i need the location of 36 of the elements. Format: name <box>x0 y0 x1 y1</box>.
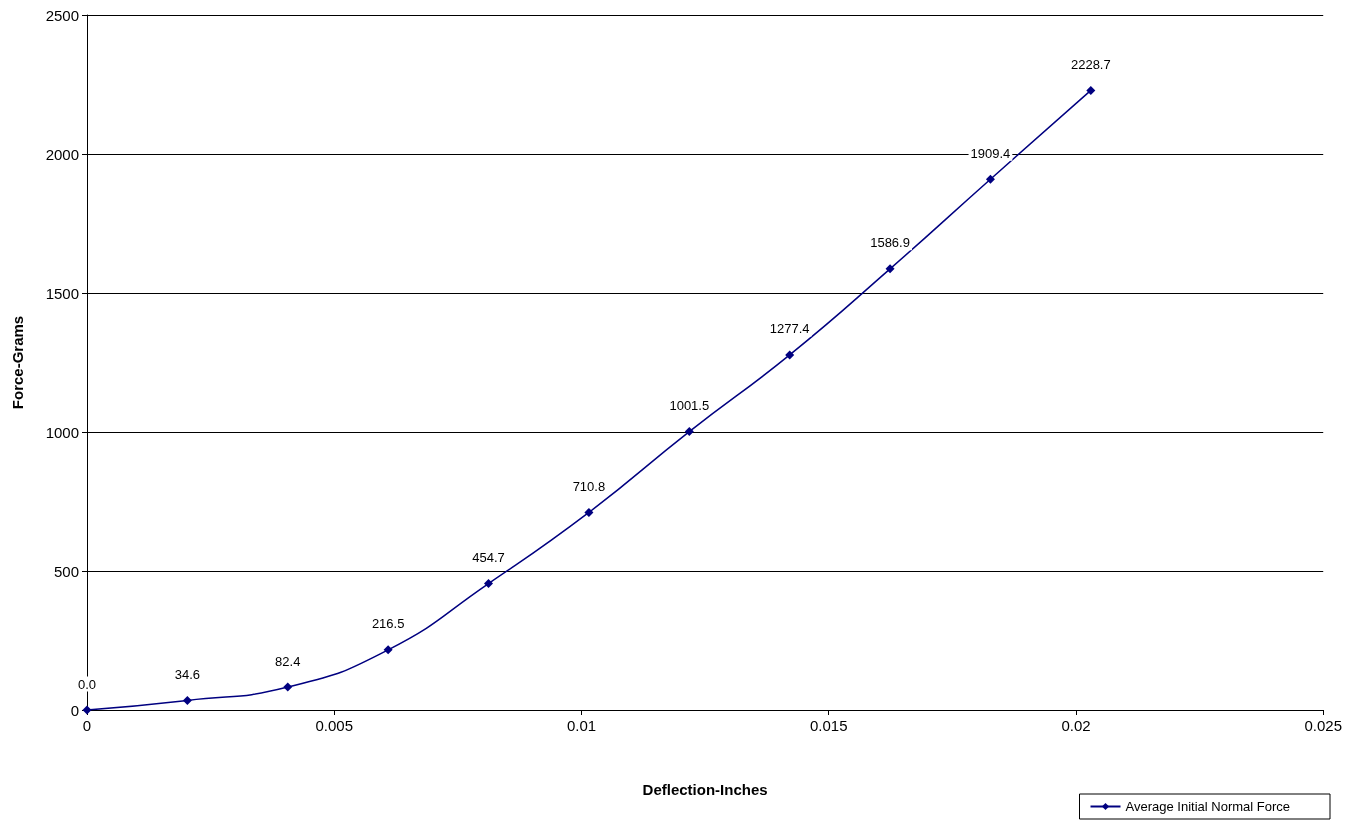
y-tick-label: 2500 <box>45 6 79 24</box>
point <box>584 507 594 517</box>
data-label: 2228.7 <box>1070 56 1111 72</box>
x-tick-label: 0.005 <box>315 717 354 734</box>
x-tick-label: 0.025 <box>1304 717 1343 734</box>
point <box>785 350 795 360</box>
data-label: 1909.4 <box>970 145 1011 161</box>
data-label: 454.7 <box>472 550 505 566</box>
data-label: 82.4 <box>275 653 301 669</box>
x-tick-label: 0.015 <box>809 717 848 734</box>
data-label: 1586.9 <box>870 235 910 251</box>
point <box>283 682 293 692</box>
y-tick-label: 1000 <box>45 423 79 441</box>
x-axis-title: Deflection-Inches <box>642 781 768 798</box>
y-tick-label: 1500 <box>45 284 79 302</box>
y-tick-label: 2000 <box>45 145 79 163</box>
point <box>885 264 895 274</box>
data-label: 216.5 <box>371 616 405 632</box>
data-label: 0.0 <box>77 676 97 692</box>
point <box>182 695 192 705</box>
x-tick-label: 0 <box>82 717 92 734</box>
point <box>383 645 393 655</box>
point <box>484 579 494 589</box>
x-tick-label: 0.01 <box>566 717 597 734</box>
data-label: 34.6 <box>174 666 201 682</box>
y-tick-label: 500 <box>53 562 79 580</box>
data-label: 1277.4 <box>769 321 810 337</box>
data-label: 710.8 <box>572 478 606 494</box>
legend-label: Average Initial Normal Force <box>1125 799 1291 814</box>
y-axis-title: Force-Grams <box>9 315 26 410</box>
point <box>985 174 995 184</box>
point <box>684 427 694 437</box>
y-tick-label: 0 <box>70 701 79 719</box>
x-tick-label: 0.02 <box>1061 717 1091 734</box>
data-label: 1001.5 <box>669 398 710 414</box>
point <box>1086 85 1096 95</box>
